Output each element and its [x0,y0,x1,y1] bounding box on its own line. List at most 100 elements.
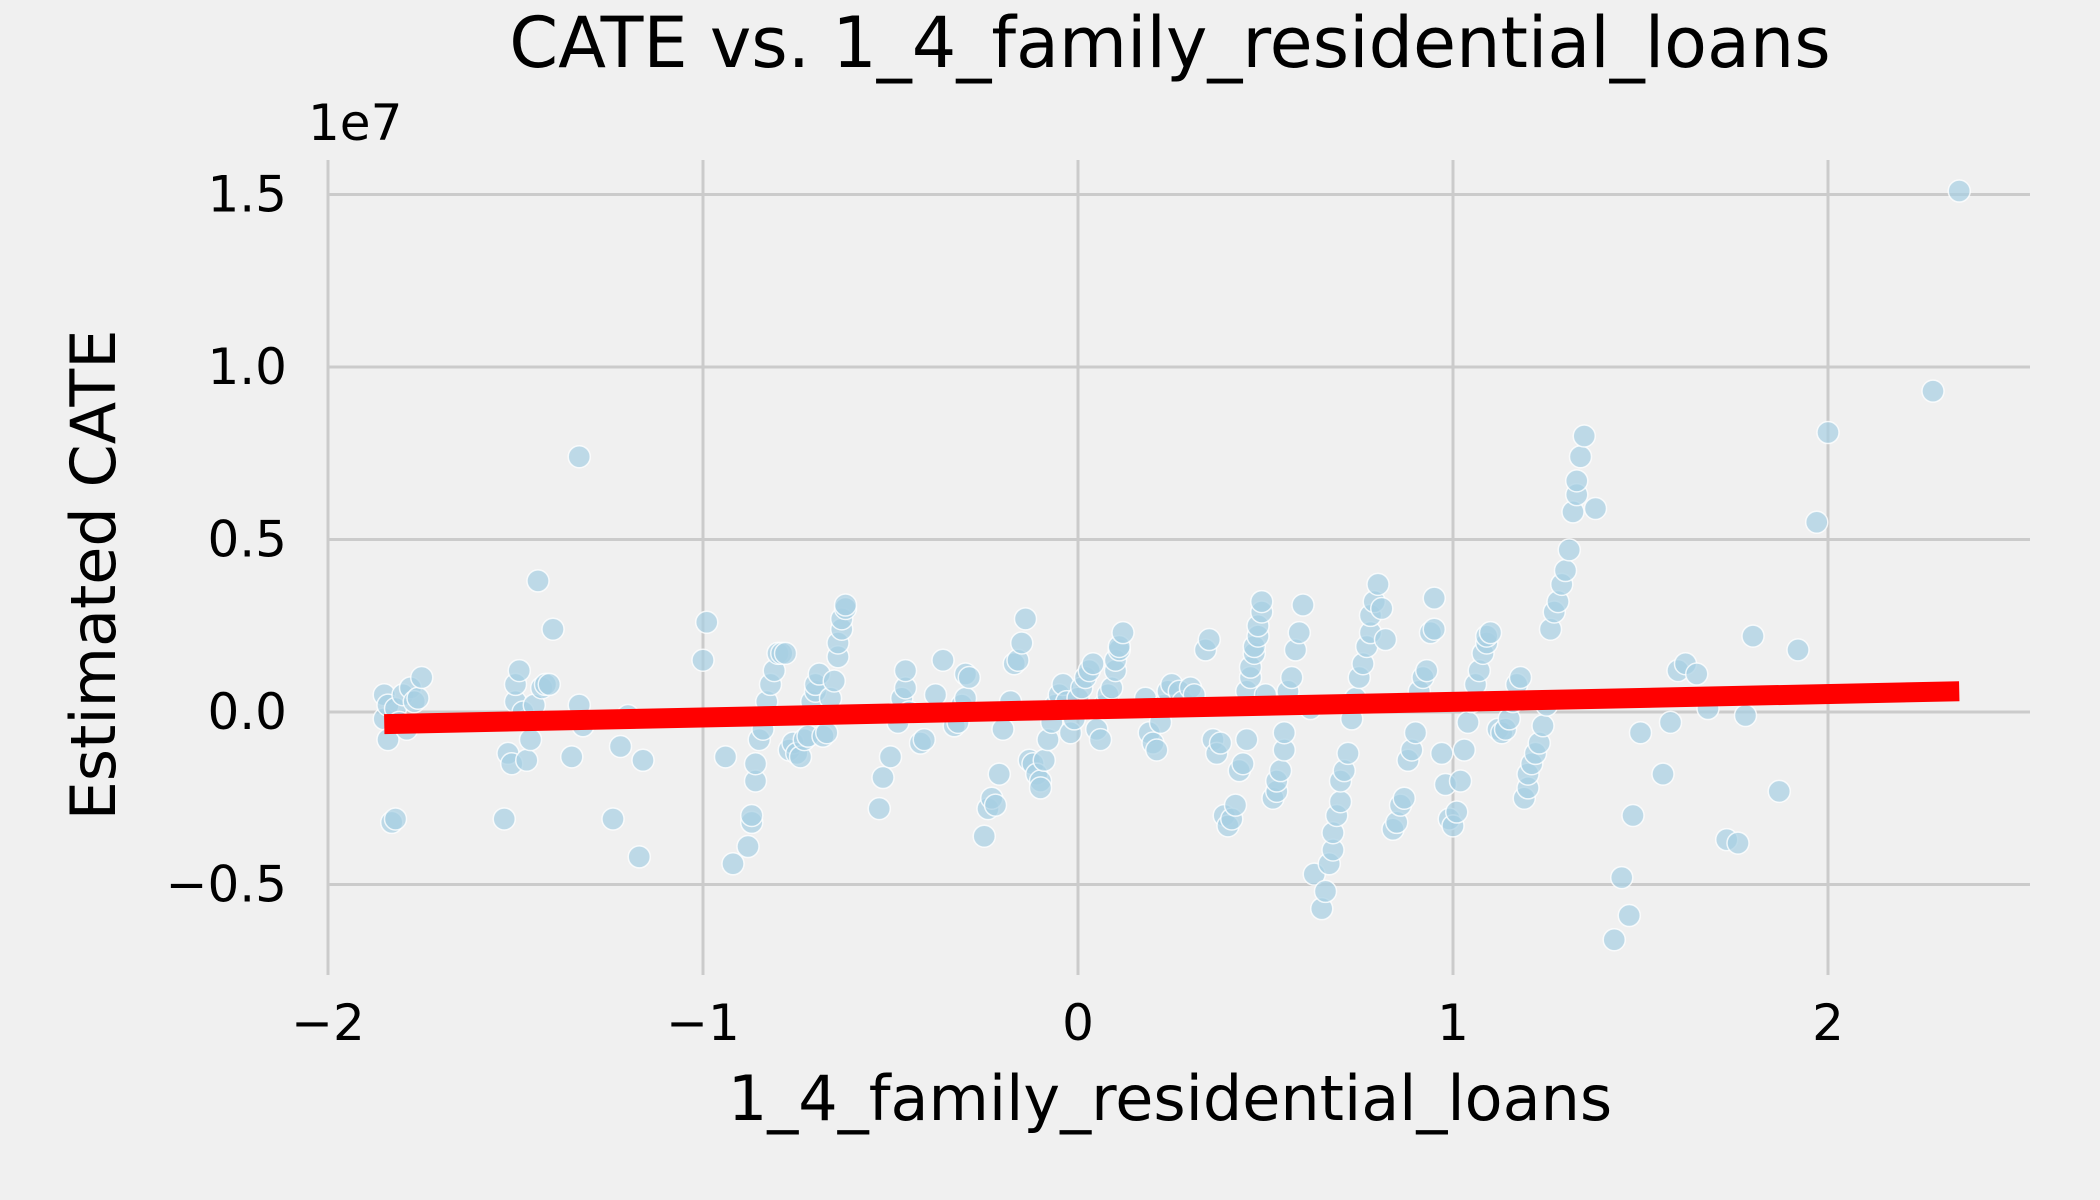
data-point [1422,586,1446,610]
data-point [526,569,550,593]
data-point [983,793,1008,817]
data-point [1392,786,1416,810]
data-point [1478,620,1503,645]
x-tick-label: −2 [291,994,365,1052]
data-point [695,610,719,635]
data-point [931,648,955,672]
data-point [1805,510,1829,534]
data-point [1786,638,1810,662]
data-point [1733,703,1758,728]
data-point [736,834,760,859]
data-point [560,745,584,769]
data-point [1685,662,1709,686]
x-tick-label: 2 [1812,994,1844,1052]
data-point [601,807,625,831]
data-point [773,641,798,666]
data-point [1565,469,1589,493]
y-axis-label: Estimated CATE [57,330,130,821]
data-point [987,762,1011,786]
x-tick-label: 0 [1062,994,1094,1052]
x-tick-label: 1 [1437,994,1469,1052]
data-point [1197,627,1221,652]
data-point [991,717,1015,741]
data-point [691,648,715,672]
data-point [1415,658,1439,683]
data-point [1553,558,1578,583]
data-point [541,617,565,641]
data-point [1422,617,1446,641]
data-point [1602,927,1626,952]
data-point [1250,589,1274,614]
data-point [1366,572,1390,597]
data-point [1726,831,1750,855]
data-point [1313,879,1338,904]
data-point [1452,738,1476,762]
data-point [972,824,996,848]
data-point [1287,620,1311,645]
data-point [743,752,768,776]
data-point [1767,779,1791,804]
data-point [1658,710,1683,735]
data-point [867,796,891,821]
data-point [1531,714,1555,738]
data-point [893,658,918,683]
data-point [507,658,531,683]
data-point [1231,752,1255,776]
y-tick-label: 0.5 [207,511,287,569]
data-point [1568,444,1593,469]
data-point [1223,793,1248,817]
data-point [406,686,430,710]
data-point [1268,758,1293,783]
data-point [631,748,655,773]
data-point [1010,631,1034,655]
data-point [537,672,561,697]
y-tick-label: 1.5 [207,166,287,224]
trend-line [384,681,1960,735]
data-point [1028,776,1053,800]
data-point [1583,496,1608,521]
data-point [721,852,745,876]
x-axis-label: 1_4_family_residential_loans [728,1062,1612,1135]
chart-title: CATE vs. 1_4_family_residential_loans [509,2,1830,84]
data-point [1456,710,1480,735]
data-point [1328,789,1353,814]
data-point [1448,769,1473,793]
data-point [1921,379,1945,403]
data-point [1628,720,1653,745]
data-point [567,444,591,469]
data-point [627,845,651,869]
y-tick-labels: −0.5 0.0 0.5 1.0 1.5 [166,166,287,914]
data-point [1430,741,1454,766]
data-point [1557,538,1581,562]
data-point [878,745,903,769]
data-point [1572,424,1596,448]
data-point [833,593,858,617]
x-tick-label: −1 [666,994,740,1052]
y-tick-label: 1.0 [207,338,287,396]
data-point [1280,665,1304,690]
data-point [1235,727,1259,752]
data-point [1610,865,1634,890]
data-point [1741,624,1765,648]
data-point [1013,607,1038,631]
data-point [1291,593,1315,617]
data-point [1088,727,1113,752]
trend-line-layer [384,681,1960,735]
data-point [1208,731,1233,755]
data-point [1111,620,1135,645]
data-point [1445,800,1469,824]
data-point [608,734,633,759]
data-point [871,765,895,790]
data-point [1621,803,1645,828]
data-point [1617,903,1641,928]
y-tick-label: 0.0 [207,683,287,741]
data-point [740,803,764,828]
data-point [1816,420,1840,445]
data-point [518,727,543,752]
data-point [713,745,738,769]
data-point [515,748,539,773]
data-point [1032,748,1056,773]
data-point [1403,720,1428,745]
